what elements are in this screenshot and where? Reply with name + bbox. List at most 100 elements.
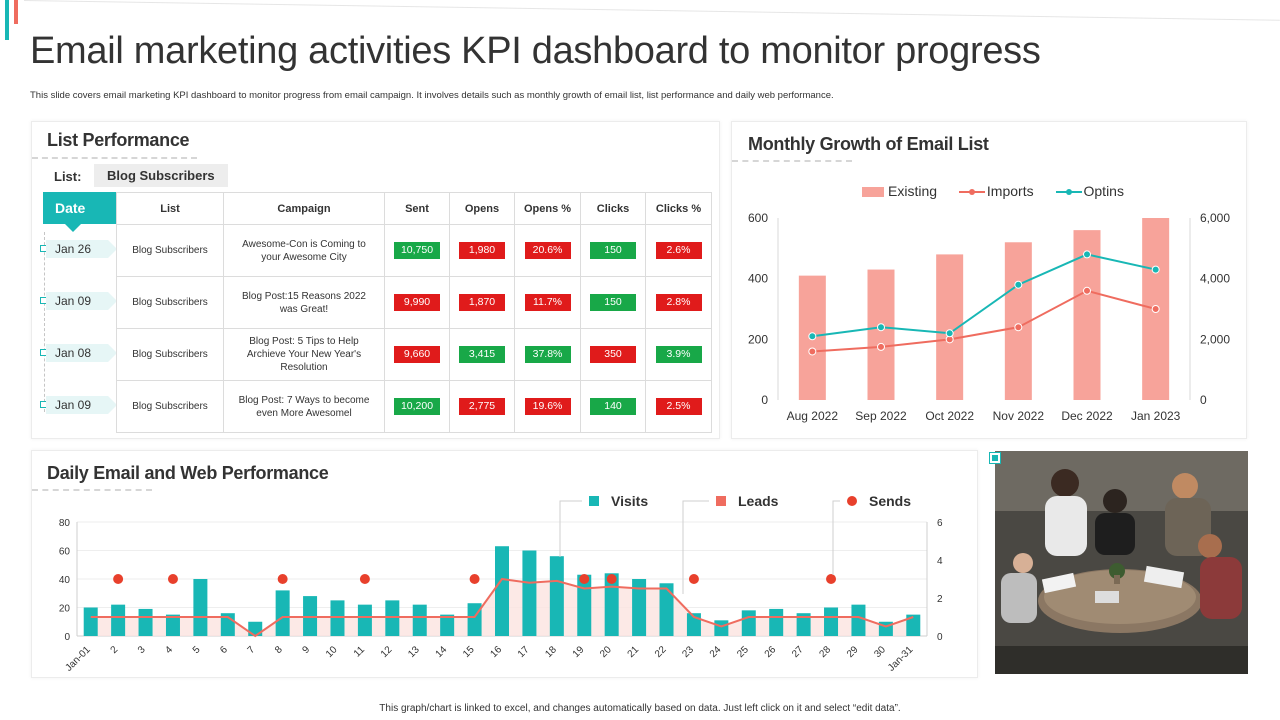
point-sends xyxy=(826,574,837,584)
x-tick-label: 2 xyxy=(109,644,121,656)
cell-clicks-pct: 2.6% xyxy=(645,224,712,277)
point-sends xyxy=(113,574,124,584)
point-optins xyxy=(945,329,954,338)
cell-sent: 9,660 xyxy=(384,328,450,381)
bar-existing xyxy=(867,269,895,400)
x-tick-label: 17 xyxy=(516,644,532,660)
x-tick-label: 24 xyxy=(708,644,724,660)
bar-visits xyxy=(385,600,400,636)
y-right-tick-label: 4,000 xyxy=(1200,272,1230,286)
y-left-tick-label: 600 xyxy=(748,211,768,225)
cell-campaign: Blog Post:15 Reasons 2022 was Great! xyxy=(223,276,385,329)
point-optins xyxy=(1083,250,1091,259)
team-meeting-illustration xyxy=(995,451,1248,674)
y-left-tick-label: 60 xyxy=(59,547,71,558)
column-header-clicks: Clicks xyxy=(580,192,646,225)
legend-swatch-existing xyxy=(862,187,884,198)
legend-label: Existing xyxy=(888,183,938,199)
bar-visits xyxy=(440,614,455,636)
point-sends xyxy=(167,574,178,584)
bar-visits xyxy=(796,613,811,636)
point-imports xyxy=(1083,286,1091,295)
team-meeting-photo xyxy=(995,451,1248,674)
cell-opens: 2,775 xyxy=(449,380,515,433)
x-tick-label: Dec 2022 xyxy=(1061,409,1113,423)
value-badge: 150 xyxy=(590,242,636,259)
bar-visits xyxy=(412,604,427,636)
x-tick-label: 12 xyxy=(379,644,395,660)
x-tick-label: 16 xyxy=(488,644,504,660)
cell-opens-pct: 20.6% xyxy=(514,224,581,277)
x-tick-label: 29 xyxy=(845,644,861,660)
y-right-tick-label: 2 xyxy=(937,594,943,605)
value-badge: 140 xyxy=(590,398,636,415)
legend-label-leads: Leads xyxy=(738,493,779,509)
bar-visits xyxy=(824,607,839,636)
line-imports xyxy=(812,289,1156,353)
column-header-sent: Sent xyxy=(384,192,450,225)
legend-item-existing: Existing xyxy=(862,183,941,199)
legend-item-imports: Imports xyxy=(958,183,1038,199)
value-badge: 10,200 xyxy=(394,398,440,415)
cell-opens-pct: 37.8% xyxy=(514,328,581,381)
timeline-line xyxy=(44,232,45,412)
x-tick-label: 14 xyxy=(434,644,450,660)
x-tick-label: Jan 2023 xyxy=(1131,409,1181,423)
bar-visits xyxy=(357,604,372,636)
bar-visits xyxy=(714,620,729,636)
x-tick-label: 22 xyxy=(653,644,669,660)
date-tag: Jan 26 xyxy=(46,240,117,258)
cell-opens: 3,415 xyxy=(449,328,515,381)
accent-bar-teal xyxy=(5,0,9,40)
line-optins xyxy=(812,253,1156,338)
legend-item-optins: Optins xyxy=(1055,183,1124,199)
y-left-tick-label: 400 xyxy=(748,272,768,286)
y-right-tick-label: 6 xyxy=(937,518,943,529)
value-badge: 9,990 xyxy=(394,294,440,311)
legend-callout-sends xyxy=(832,500,840,575)
value-badge: 11.7% xyxy=(524,294,571,311)
date-tag: Jan 09 xyxy=(46,396,117,414)
page-title: Email marketing activities KPI dashboard… xyxy=(30,30,1041,72)
list-performance-table: List Campaign Sent Opens Opens % Clicks … xyxy=(116,192,712,433)
x-tick-label: 3 xyxy=(136,644,148,656)
x-tick-label: 8 xyxy=(273,644,285,656)
bar-visits xyxy=(741,610,756,636)
value-badge: 1,870 xyxy=(459,294,505,311)
bar-visits xyxy=(165,614,180,636)
bar-visits xyxy=(138,608,153,636)
bar-visits xyxy=(632,579,647,636)
list-performance-title: List Performance xyxy=(47,130,190,150)
line-leads xyxy=(90,577,914,638)
y-right-tick-label: 2,000 xyxy=(1200,332,1230,346)
bar-visits xyxy=(549,556,564,636)
value-badge: 2.5% xyxy=(655,398,702,415)
point-imports xyxy=(1014,323,1023,332)
x-tick-label: 21 xyxy=(626,644,642,660)
bar-visits xyxy=(467,603,482,636)
cell-list: Blog Subscribers xyxy=(116,328,224,381)
panel-title-underline xyxy=(32,489,152,491)
value-badge: 2,775 xyxy=(459,398,505,415)
value-badge: 3,415 xyxy=(459,346,505,363)
y-left-tick-label: 40 xyxy=(59,575,71,586)
x-tick-label: 27 xyxy=(790,644,806,660)
value-badge: 2.6% xyxy=(655,242,702,259)
bar-visits xyxy=(906,614,921,636)
x-tick-label: Aug 2022 xyxy=(787,409,839,423)
cell-clicks: 150 xyxy=(580,276,646,329)
x-tick-label: 19 xyxy=(571,644,587,660)
legend-label: Optins xyxy=(1083,183,1124,199)
point-sends xyxy=(359,574,370,584)
date-tag: Jan 08 xyxy=(46,344,117,362)
value-badge: 2.8% xyxy=(655,294,702,311)
x-tick-label: 10 xyxy=(324,644,340,660)
column-header-opens-pct: Opens % xyxy=(514,192,581,225)
point-imports xyxy=(877,342,885,351)
point-sends xyxy=(606,574,617,584)
x-tick-label: 13 xyxy=(406,644,422,660)
y-right-tick-label: 6,000 xyxy=(1200,211,1230,225)
list-selector[interactable]: Blog Subscribers xyxy=(94,164,228,187)
bar-visits xyxy=(248,621,263,636)
cell-opens: 1,980 xyxy=(449,224,515,277)
